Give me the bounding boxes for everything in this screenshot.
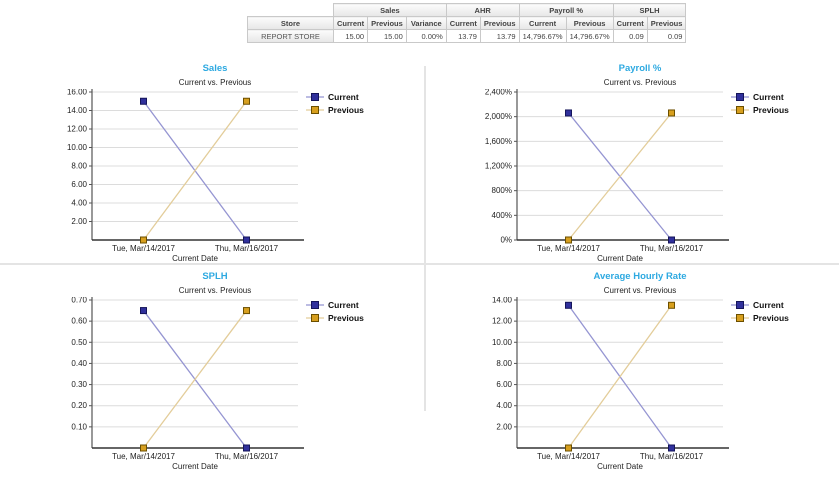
column-header-store: Store — [247, 16, 334, 30]
svg-text:2,400%: 2,400% — [485, 89, 512, 97]
svg-text:8.00: 8.00 — [496, 359, 512, 368]
svg-text:8.00: 8.00 — [71, 162, 87, 171]
table-cell: 15.00 — [367, 29, 407, 43]
svg-text:0.40: 0.40 — [71, 359, 87, 368]
payroll-percent-chart: Payroll % Current vs. Previous 2,400% 2,0… — [455, 58, 825, 271]
svg-text:Current Date: Current Date — [172, 254, 218, 263]
svg-text:Current Date: Current Date — [172, 462, 218, 471]
column-header: Current — [612, 16, 648, 30]
payroll-percent-plot: 2,400% 2,000% 1,600% 1,200% 800% 400% 0% Tue, M… — [485, 89, 789, 263]
splh-chart: SPLH Current vs. Previous 0.70 0.60 0.50 0.… — [30, 266, 400, 479]
table-row: REPORT STORE 15.00 15.00 0.00% 13.79 13.… — [247, 29, 687, 43]
group-header-payroll: Payroll % — [518, 3, 614, 17]
column-header: Variance — [405, 16, 447, 30]
svg-text:14.00: 14.00 — [492, 297, 513, 305]
svg-text:Current Date: Current Date — [597, 254, 643, 263]
svg-text:2,000%: 2,000% — [485, 112, 512, 121]
table-cell: 0.09 — [612, 29, 648, 43]
svg-text:Tue, Mar/14/2017: Tue, Mar/14/2017 — [537, 452, 600, 461]
column-header: Previous — [479, 16, 520, 30]
svg-text:10.00: 10.00 — [492, 338, 513, 347]
svg-text:Current: Current — [753, 300, 784, 310]
svg-text:4.00: 4.00 — [71, 199, 87, 208]
chart-title: SPLH — [202, 271, 228, 282]
svg-text:4.00: 4.00 — [496, 401, 512, 410]
svg-text:Thu, Mar/16/2017: Thu, Mar/16/2017 — [215, 452, 279, 461]
table-cell: 0.09 — [646, 29, 687, 43]
svg-text:1,600%: 1,600% — [485, 137, 512, 146]
column-header: Previous — [367, 16, 407, 30]
sales-chart: Sales Current vs. Previous 16.00 14.00 12.… — [30, 58, 400, 271]
svg-text:Thu, Mar/16/2017: Thu, Mar/16/2017 — [640, 452, 704, 461]
svg-text:0.70: 0.70 — [71, 297, 87, 305]
table-cell: 15.00 — [332, 29, 369, 43]
svg-text:2.00: 2.00 — [71, 217, 87, 226]
table-header-row: Store Current Previous Variance Current … — [247, 16, 687, 30]
svg-text:Current Date: Current Date — [597, 462, 643, 471]
svg-text:800%: 800% — [492, 186, 512, 195]
svg-text:Current: Current — [328, 300, 359, 310]
svg-text:2.00: 2.00 — [496, 422, 512, 431]
column-header: Previous — [646, 16, 687, 30]
average-hourly-rate-chart: Average Hourly Rate Current vs. Previous… — [455, 266, 825, 479]
summary-table: Sales AHR Payroll % SPLH Store Current P… — [247, 3, 687, 43]
group-header-splh: SPLH — [612, 3, 687, 17]
table-cell: 0.00% — [405, 29, 447, 43]
column-header: Current — [332, 16, 369, 30]
chart-title: Sales — [202, 63, 228, 74]
sales-plot: 16.00 14.00 12.00 10.00 8.00 6.00 4.00 2.00 Tue,… — [67, 89, 364, 263]
table-cell: 14,796.67% — [565, 29, 614, 43]
column-header: Previous — [565, 16, 614, 30]
table-cell: 13.79 — [479, 29, 520, 43]
svg-text:Current: Current — [753, 92, 784, 102]
svg-text:Previous: Previous — [328, 313, 364, 323]
table-cell: 13.79 — [445, 29, 481, 43]
svg-text:10.00: 10.00 — [67, 143, 88, 152]
average-hourly-rate-plot: 14.00 12.00 10.00 8.00 6.00 4.00 2.00 Tue, Mar/… — [492, 297, 789, 471]
svg-text:0.20: 0.20 — [71, 401, 87, 410]
svg-text:Previous: Previous — [753, 313, 789, 323]
svg-text:12.00: 12.00 — [492, 317, 513, 326]
chart-title: Average Hourly Rate — [593, 271, 687, 282]
svg-text:12.00: 12.00 — [67, 125, 88, 134]
svg-text:14.00: 14.00 — [67, 106, 88, 115]
svg-text:Tue, Mar/14/2017: Tue, Mar/14/2017 — [537, 244, 600, 253]
svg-text:Current: Current — [328, 92, 359, 102]
svg-text:0.10: 0.10 — [71, 422, 87, 431]
store-name-cell: REPORT STORE — [247, 29, 334, 43]
svg-text:0%: 0% — [500, 236, 512, 245]
chart-title: Payroll % — [618, 63, 662, 74]
column-header: Current — [445, 16, 481, 30]
chart-subtitle: Current vs. Previous — [603, 286, 677, 295]
svg-text:Thu, Mar/16/2017: Thu, Mar/16/2017 — [215, 244, 279, 253]
svg-text:0.60: 0.60 — [71, 317, 87, 326]
svg-text:16.00: 16.00 — [67, 89, 88, 97]
group-header-sales: Sales — [333, 3, 447, 17]
svg-text:Tue, Mar/14/2017: Tue, Mar/14/2017 — [112, 244, 175, 253]
chart-subtitle: Current vs. Previous — [178, 78, 252, 87]
table-group-row: Sales AHR Payroll % SPLH — [248, 3, 687, 17]
svg-text:Tue, Mar/14/2017: Tue, Mar/14/2017 — [112, 452, 175, 461]
splh-plot: 0.70 0.60 0.50 0.40 0.30 0.20 0.10 Tue, Mar/14/… — [71, 297, 364, 471]
chart-subtitle: Current vs. Previous — [178, 286, 252, 295]
svg-text:400%: 400% — [492, 211, 512, 220]
horizontal-divider — [0, 263, 839, 265]
chart-subtitle: Current vs. Previous — [603, 78, 677, 87]
svg-text:Previous: Previous — [328, 105, 364, 115]
svg-text:6.00: 6.00 — [496, 380, 512, 389]
svg-text:0.50: 0.50 — [71, 338, 87, 347]
table-cell: 14,796.67% — [518, 29, 567, 43]
column-header: Current — [518, 16, 567, 30]
table-blank-cell — [248, 4, 334, 17]
svg-text:Previous: Previous — [753, 105, 789, 115]
group-header-ahr: AHR — [445, 3, 520, 17]
report-dashboard: { "colors": { "chart_title": "#2da9e1", … — [0, 3, 839, 471]
vertical-divider — [424, 66, 426, 411]
svg-text:6.00: 6.00 — [71, 180, 87, 189]
svg-text:Thu, Mar/16/2017: Thu, Mar/16/2017 — [640, 244, 704, 253]
svg-text:0.30: 0.30 — [71, 380, 87, 389]
svg-text:1,200%: 1,200% — [485, 162, 512, 171]
